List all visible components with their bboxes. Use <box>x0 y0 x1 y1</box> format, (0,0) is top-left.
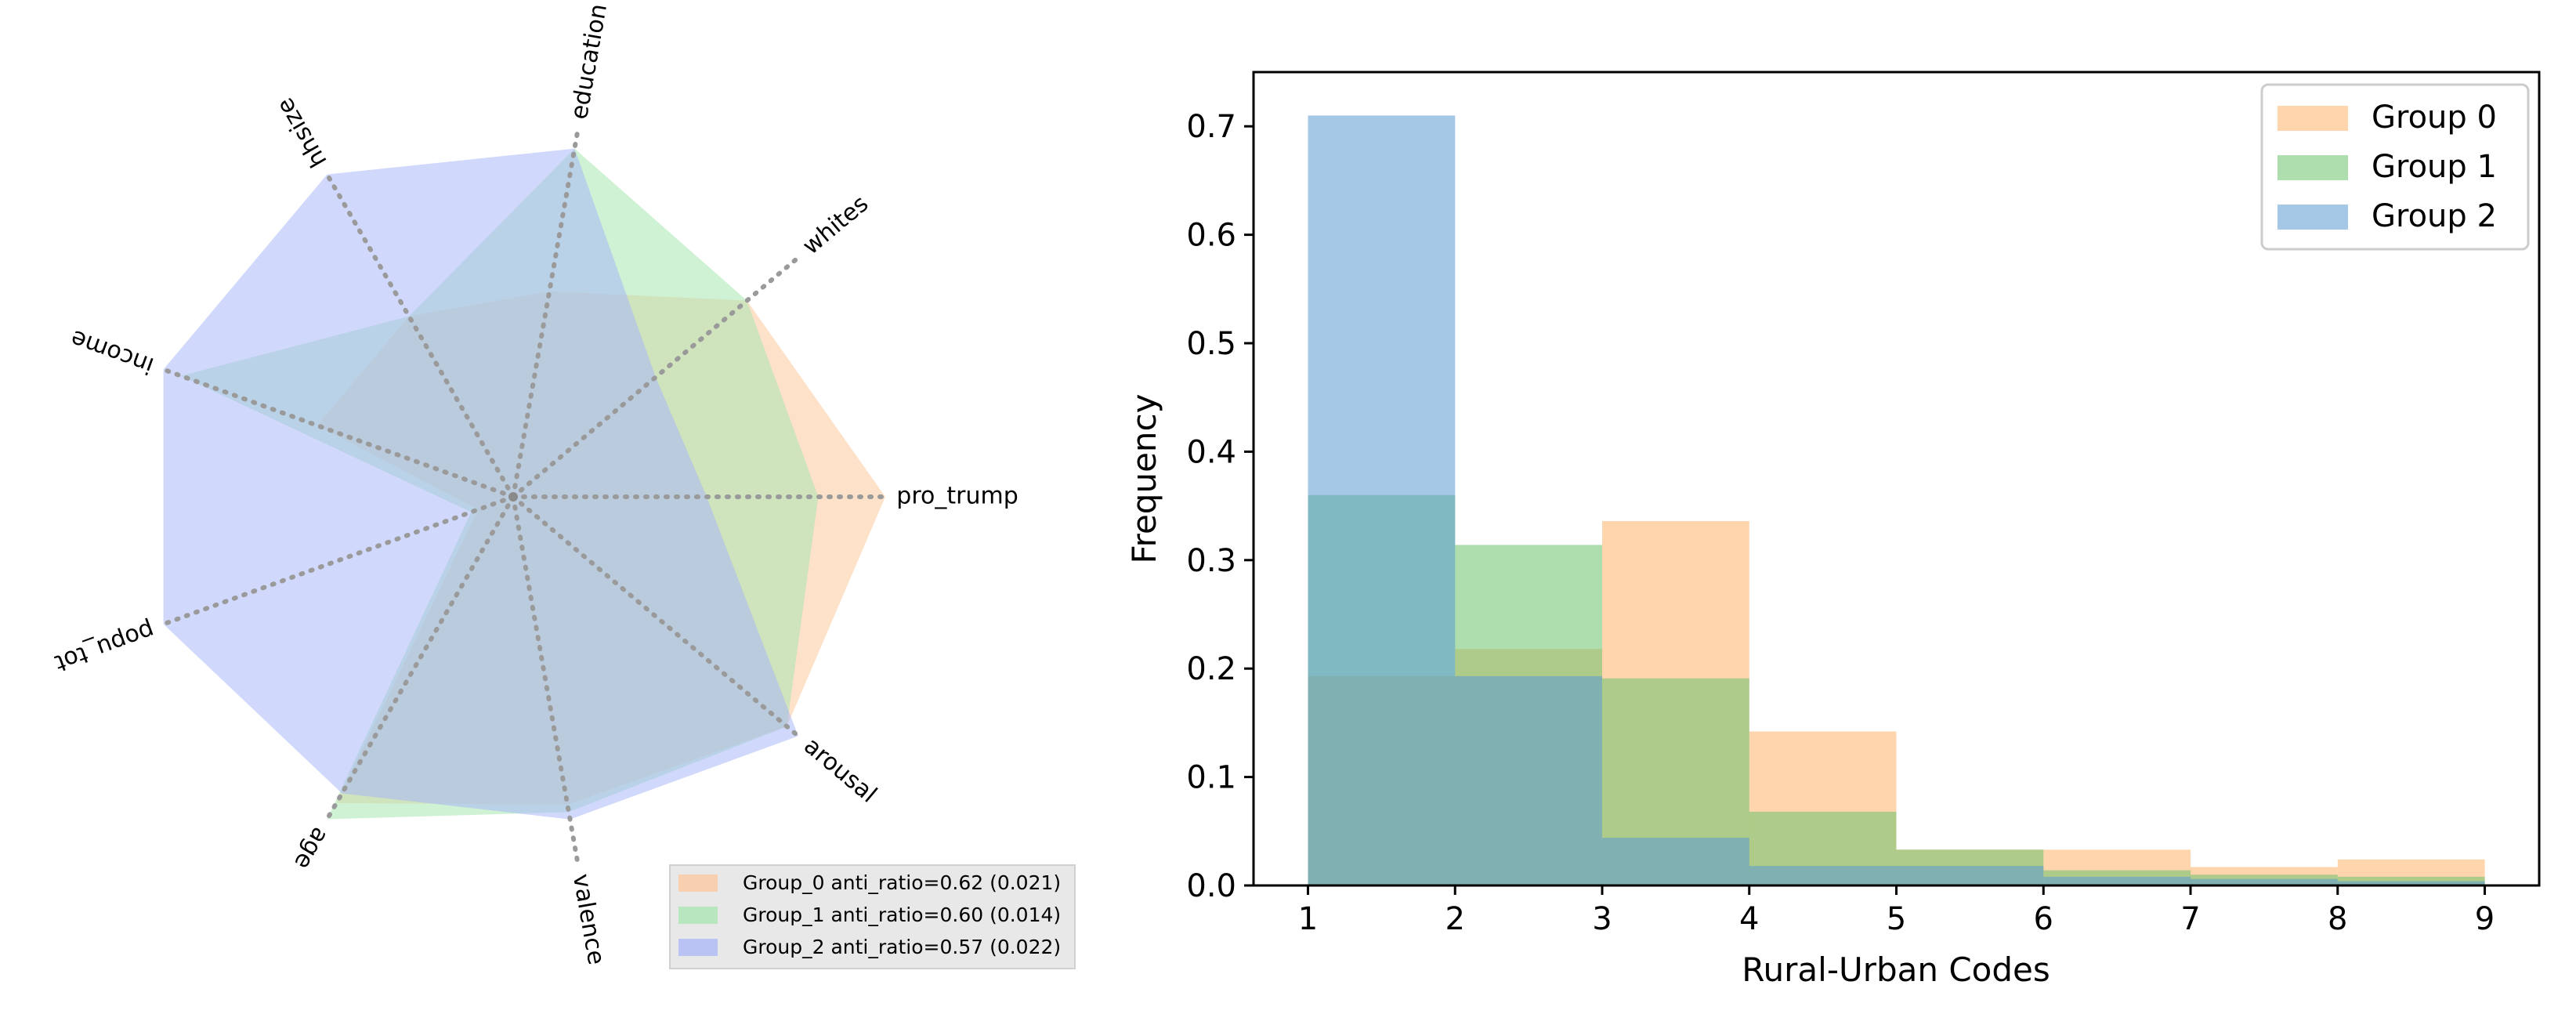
radar-legend-swatch-2 <box>678 939 718 956</box>
radar-legend-label-0: Group_0 anti_ratio=0.62 (0.021) <box>743 871 1061 894</box>
radar-area-group-2 <box>163 148 798 820</box>
radar-legend-swatch-0 <box>678 874 718 892</box>
radar-spoke-education <box>511 128 581 499</box>
histogram-bar-group2-bin5 <box>1896 866 2044 885</box>
histogram-y-tick-label-0.4: 0.4 <box>1186 434 1236 470</box>
histogram-chart: 1 2 3 4 5 6 7 8 9 0.0 0.1 0.2 0.3 0.4 0.5 0.6 0.7 Rural… <box>1125 71 2541 989</box>
histogram-legend-label-0: Group 0 <box>2372 100 2497 136</box>
histogram-x-tick-label-9: 9 <box>2475 901 2495 937</box>
histogram-bar-group2-bin2 <box>1455 675 1602 885</box>
histogram-legend-label-1: Group 1 <box>2372 149 2497 185</box>
radar-legend: Group_0 anti_ratio=0.62 (0.021) Group_1 … <box>669 864 1076 969</box>
radar-center <box>508 492 518 502</box>
histogram-bar-group2-bin3 <box>1602 838 1749 885</box>
radar-spoke-whites <box>511 255 801 499</box>
histogram-legend-swatch-1 <box>2278 155 2348 180</box>
histogram-x-tick-label-7: 7 <box>2180 901 2200 937</box>
histogram-y-axis-label: Frequency <box>1125 394 1163 564</box>
histogram-x-tick-label-3: 3 <box>1592 901 1612 937</box>
histogram-bar-group1-bin8 <box>2337 876 2485 885</box>
radar-spoke-valence <box>511 494 581 866</box>
radar-spoke-popu-tot <box>161 494 516 627</box>
radar-spoke-hhsize <box>324 172 516 499</box>
radar-spoke-income <box>161 367 516 499</box>
histogram-y-tick-label-0.1: 0.1 <box>1186 760 1236 796</box>
histogram-x-tick-label-6: 6 <box>2034 901 2053 937</box>
histogram-legend-label-2: Group 2 <box>2372 198 2497 234</box>
histogram-legend-swatch-0 <box>2278 106 2348 131</box>
histogram-x-tick-label-5: 5 <box>1887 901 1906 937</box>
histogram-bar-group2-bin4 <box>1749 866 1897 885</box>
histogram-legend: Group 0 Group 1 Group 2 <box>2260 83 2530 251</box>
histogram-x-tick-label-2: 2 <box>1445 901 1465 937</box>
radar-axis-label-pro-trump: pro_trump <box>896 483 1018 510</box>
histogram-y-tick-label-0.0: 0.0 <box>1186 868 1236 904</box>
radar-legend-box <box>669 864 1076 969</box>
histogram-y-tick-label-0.7: 0.7 <box>1186 109 1236 145</box>
histogram-x-tick-label-8: 8 <box>2328 901 2347 937</box>
histogram-x-tick-label-4: 4 <box>1739 901 1759 937</box>
radar-legend-swatch-1 <box>678 907 718 924</box>
histogram-x-tick-label-1: 1 <box>1298 901 1318 937</box>
histogram-bar-group2-bin8 <box>2337 881 2485 885</box>
histogram-x-axis-label: Rural-Urban Codes <box>1742 951 2050 989</box>
radar-spoke-age <box>324 494 516 822</box>
radar-legend-label-2: Group_2 anti_ratio=0.57 (0.022) <box>743 936 1061 958</box>
histogram-bar-group2-bin7 <box>2191 878 2338 885</box>
radar-spoke-arousal <box>511 494 801 739</box>
histogram-bar-group2-bin1 <box>1308 115 1456 885</box>
histogram-y-tick-label-0.6: 0.6 <box>1186 218 1236 254</box>
histogram-y-tick-label-0.5: 0.5 <box>1186 326 1236 362</box>
histogram-bar-group2-bin6 <box>2043 876 2191 885</box>
histogram-legend-swatch-2 <box>2278 205 2348 230</box>
histogram-y-tick-label-0.2: 0.2 <box>1186 651 1236 687</box>
histogram-y-tick-label-0.3: 0.3 <box>1186 543 1236 579</box>
radar-legend-label-1: Group_1 anti_ratio=0.60 (0.014) <box>743 903 1061 926</box>
